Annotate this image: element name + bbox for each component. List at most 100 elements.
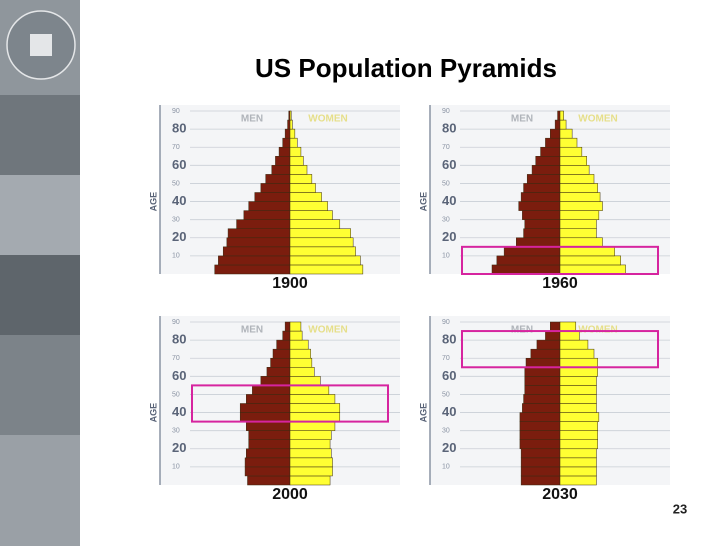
chart-title: 1960	[542, 275, 578, 292]
legend-label: WOMEN	[308, 325, 347, 336]
bar	[289, 412, 341, 422]
bar	[559, 421, 598, 431]
bar	[289, 237, 354, 248]
bar	[519, 430, 561, 440]
bar	[289, 264, 364, 275]
y-tick-label: 90	[172, 319, 180, 326]
y-tick-label: 20	[442, 440, 456, 455]
bar	[559, 128, 573, 139]
bar	[287, 119, 291, 130]
y-tick-label: 70	[442, 355, 450, 362]
bar	[524, 376, 561, 386]
bar	[289, 330, 303, 341]
bar	[289, 403, 341, 413]
bar	[275, 156, 291, 166]
bar	[540, 146, 561, 157]
bar	[524, 367, 561, 377]
y-tick-label: 30	[442, 428, 450, 435]
photo	[0, 255, 80, 335]
bar	[254, 192, 291, 202]
bar	[289, 156, 304, 166]
bar	[289, 367, 315, 377]
bar	[559, 192, 601, 202]
bar	[536, 339, 561, 350]
y-tick-label: 60	[172, 368, 186, 383]
bar	[559, 394, 597, 404]
bar	[289, 439, 331, 450]
bar	[282, 137, 291, 148]
bar	[520, 466, 561, 477]
bar	[246, 421, 291, 431]
y-tick-label: 50	[442, 180, 450, 187]
bar	[214, 264, 291, 275]
y-tick-label: 30	[172, 428, 180, 435]
chart-title: 2000	[272, 486, 308, 503]
bar	[282, 330, 291, 341]
bar	[559, 255, 621, 266]
bar	[222, 246, 291, 257]
bar	[289, 201, 328, 211]
y-tick-label: 50	[172, 180, 180, 187]
bar	[289, 110, 292, 121]
y-tick-label: 40	[442, 193, 456, 208]
photo	[0, 335, 80, 435]
bar	[236, 219, 291, 229]
bar	[496, 255, 561, 266]
bar	[554, 119, 561, 130]
bar	[525, 357, 561, 368]
legend-label: MEN	[511, 114, 533, 125]
bar	[559, 264, 626, 275]
legend-label: MEN	[241, 114, 263, 125]
bar	[239, 403, 291, 413]
y-axis-label: AGE	[148, 403, 158, 423]
bar	[289, 165, 308, 175]
bar	[522, 210, 561, 220]
bar	[266, 367, 291, 377]
bar	[559, 165, 590, 175]
bar	[289, 466, 333, 477]
bar	[519, 421, 561, 431]
page-number: 23	[673, 501, 687, 516]
bar	[289, 448, 332, 459]
bar	[559, 448, 597, 459]
highlight-box	[461, 245, 659, 275]
y-tick-label: 10	[442, 464, 450, 471]
bar	[260, 183, 291, 193]
bar	[289, 430, 332, 440]
slide-title: US Population Pyramids	[255, 53, 557, 83]
y-tick-label: 60	[442, 157, 456, 172]
bar	[559, 201, 603, 211]
y-tick-label: 10	[172, 464, 180, 471]
photo	[0, 175, 80, 255]
bar	[289, 137, 298, 148]
bar	[550, 321, 561, 332]
bar	[550, 128, 561, 139]
bar	[260, 376, 291, 386]
bar	[503, 246, 561, 257]
bar	[523, 183, 561, 193]
y-tick-label: 80	[172, 121, 186, 136]
bar	[289, 119, 293, 130]
bar	[526, 174, 561, 184]
bar	[520, 457, 561, 468]
bar	[246, 448, 291, 459]
chart-title: 1900	[272, 275, 308, 292]
bar	[289, 192, 322, 202]
y-axis-label: AGE	[148, 192, 158, 212]
bar	[289, 255, 361, 266]
bar	[559, 110, 564, 121]
bar	[530, 348, 561, 359]
bar	[559, 466, 597, 477]
y-tick-label: 90	[172, 108, 180, 115]
bar	[559, 475, 597, 486]
y-tick-label: 20	[442, 229, 456, 244]
y-tick-label: 40	[172, 193, 186, 208]
bar	[559, 385, 597, 395]
bar	[559, 183, 598, 193]
y-axis-label: AGE	[418, 403, 428, 423]
bar	[248, 439, 291, 450]
bar	[491, 264, 561, 275]
logo-mark	[30, 34, 52, 56]
